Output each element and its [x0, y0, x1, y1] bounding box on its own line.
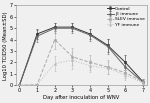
- Y-axis label: Log10 TCID50 (Mean±SD): Log10 TCID50 (Mean±SD): [3, 11, 8, 80]
- X-axis label: Day after inoculation of WNV: Day after inoculation of WNV: [43, 95, 119, 99]
- Legend: Control, JE immune, SLEV immune, YF immune: Control, JE immune, SLEV immune, YF immu…: [106, 6, 146, 27]
